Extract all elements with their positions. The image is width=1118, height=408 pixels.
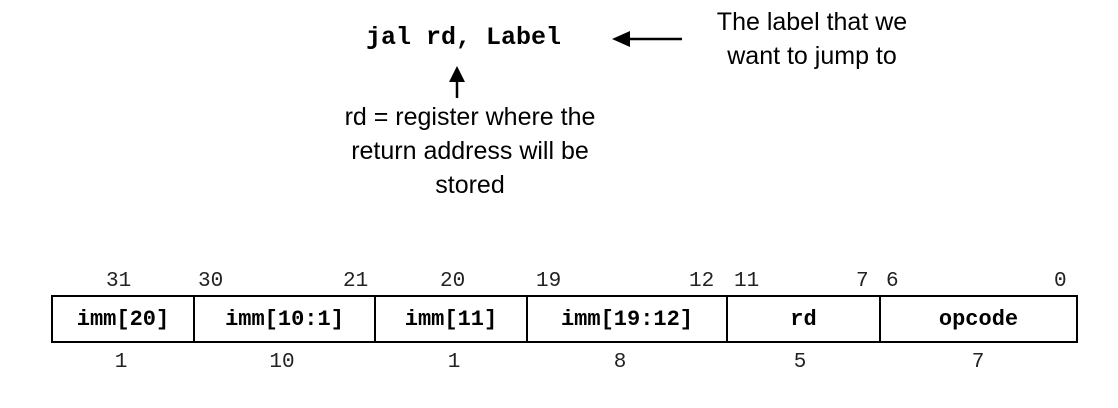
- rd-arrow: [449, 66, 465, 98]
- field-imm20: imm[20]: [53, 297, 195, 341]
- field-imm10-1: imm[10:1]: [195, 297, 376, 341]
- field-width: 1: [447, 351, 461, 374]
- bit-label: 20: [440, 270, 466, 293]
- bit-label: 21: [343, 270, 369, 293]
- label-note-line: The label that we: [716, 8, 908, 36]
- rd-note-line: stored: [435, 171, 505, 199]
- field-width: 8: [613, 351, 627, 374]
- bit-label: 11: [734, 270, 760, 293]
- field-rd: rd: [728, 297, 881, 341]
- field-width: 10: [269, 351, 295, 374]
- bit-label: 7: [856, 270, 869, 293]
- field-imm19-12: imm[19:12]: [528, 297, 728, 341]
- field-width: 5: [793, 351, 807, 374]
- rd-note-line: rd = register where the: [344, 103, 596, 131]
- field-width: 1: [114, 351, 128, 374]
- rd-note: rd = register where the return address w…: [300, 100, 640, 202]
- bit-label: 12: [689, 270, 715, 293]
- bit-label: 6: [886, 270, 899, 293]
- bit-label: 31: [106, 270, 132, 293]
- label-arrow: [612, 31, 682, 47]
- bit-label: 0: [1054, 270, 1067, 293]
- label-note-line: want to jump to: [727, 42, 897, 70]
- field-opcode: opcode: [938, 306, 1019, 332]
- bit-label: 19: [536, 270, 562, 293]
- field-imm11: imm[11]: [376, 297, 528, 341]
- rd-note-line: return address will be: [351, 137, 589, 165]
- instruction-format-table: imm[20] imm[10:1] imm[11] imm[19:12] rd …: [51, 295, 1078, 343]
- label-note: The label that we want to jump to: [680, 5, 944, 73]
- field-width: 7: [971, 351, 985, 374]
- bit-label: 30: [198, 270, 224, 293]
- instruction-text: jal rd, Label: [366, 23, 562, 52]
